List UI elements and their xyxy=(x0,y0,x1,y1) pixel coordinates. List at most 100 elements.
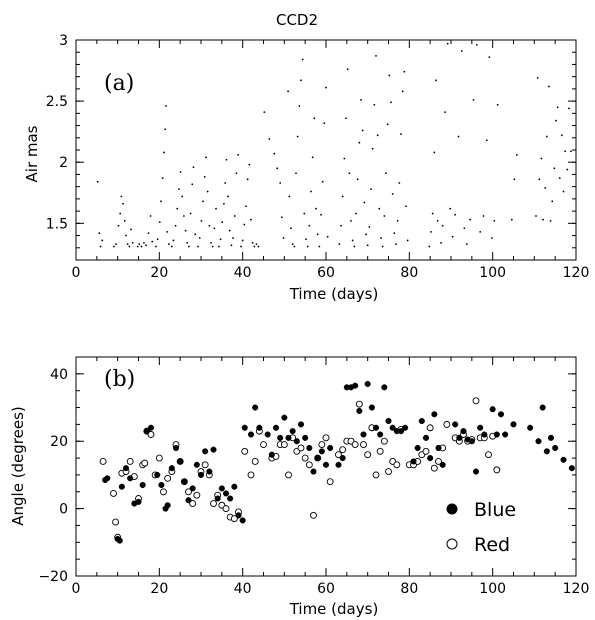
red-point xyxy=(147,431,155,438)
red-point xyxy=(110,490,117,497)
airmass-point xyxy=(340,224,342,227)
airmass-point xyxy=(365,233,367,236)
red-point xyxy=(230,515,238,523)
blue-point xyxy=(272,424,280,431)
airmass-point xyxy=(290,227,292,230)
airmass-point xyxy=(566,168,569,171)
airmass-point xyxy=(395,243,397,246)
airmass-point xyxy=(255,243,258,246)
airmass-point xyxy=(555,119,557,122)
blue-point xyxy=(431,411,438,418)
airmass-point xyxy=(98,232,101,235)
blue-point xyxy=(158,481,165,489)
airmass-point xyxy=(465,243,468,246)
red-point xyxy=(443,420,451,428)
airmass-point xyxy=(343,157,346,160)
airmass-point xyxy=(538,178,541,181)
blue-point xyxy=(154,471,161,478)
airmass-point xyxy=(360,98,362,101)
airmass-point xyxy=(192,166,195,169)
airmass-point xyxy=(446,42,449,45)
airmass-point xyxy=(197,245,199,248)
airmass-point xyxy=(305,238,307,241)
airmass-point xyxy=(280,216,283,219)
blue-point xyxy=(310,468,317,475)
airmass-point xyxy=(221,221,224,224)
blue-point xyxy=(327,444,334,452)
panel-b-x-tick-label: 40 xyxy=(234,581,252,597)
airmass-point xyxy=(198,237,201,239)
airmass-point xyxy=(163,151,165,154)
panel-a-x-tick-label: 100 xyxy=(479,265,506,281)
airmass-point xyxy=(300,79,302,82)
blue-point xyxy=(456,434,463,441)
blue-point xyxy=(104,475,111,482)
airmass-point xyxy=(428,245,431,248)
airmass-point xyxy=(370,188,372,191)
airmass-point xyxy=(341,195,344,198)
blue-point xyxy=(268,451,275,458)
airmass-point xyxy=(485,139,488,142)
blue-point xyxy=(560,456,567,463)
airmass-point xyxy=(140,245,143,248)
airmass-point xyxy=(228,229,231,232)
airmass-point xyxy=(295,172,297,175)
airmass-point xyxy=(223,202,225,205)
blue-point xyxy=(381,384,388,391)
airmass-point xyxy=(224,182,227,184)
airmass-point xyxy=(122,202,124,205)
panel-b-x-tick-label: 20 xyxy=(150,581,168,597)
panel-a-x-tick-label: 20 xyxy=(150,265,168,281)
airmass-point xyxy=(558,177,561,180)
airmass-point xyxy=(393,232,396,235)
airmass-point xyxy=(553,167,556,170)
red-point xyxy=(285,471,292,479)
airmass-point xyxy=(371,147,374,150)
airmass-point xyxy=(496,103,499,106)
blue-point xyxy=(477,424,484,431)
blue-point xyxy=(285,434,292,441)
airmass-point xyxy=(233,215,236,217)
airmass-point xyxy=(208,224,211,227)
airmass-point xyxy=(475,43,478,46)
airmass-point xyxy=(313,117,316,120)
blue-point xyxy=(206,468,213,475)
red-point xyxy=(435,457,442,465)
airmass-point xyxy=(161,177,164,180)
airmass-point xyxy=(210,241,212,244)
panel-a-data-points xyxy=(96,42,572,248)
airmass-point xyxy=(186,241,189,244)
airmass-point xyxy=(156,238,159,241)
blue-point xyxy=(297,421,305,428)
blue-point xyxy=(116,537,123,544)
airmass-point xyxy=(257,245,260,248)
airmass-point xyxy=(310,190,312,193)
airmass-point xyxy=(396,219,399,222)
red-point xyxy=(485,451,492,459)
airmass-point xyxy=(211,245,214,248)
airmass-point xyxy=(126,243,129,246)
red-point xyxy=(360,441,367,449)
airmass-point xyxy=(194,233,197,236)
airmass-point xyxy=(149,215,152,217)
legend: Blue Red xyxy=(446,499,516,556)
blue-point xyxy=(547,434,555,441)
airmass-point xyxy=(232,237,234,239)
airmass-point xyxy=(130,228,132,231)
legend-blue-marker xyxy=(446,503,458,515)
blue-point xyxy=(143,428,150,435)
panel-b-data-points xyxy=(99,380,575,544)
red-point xyxy=(297,444,305,452)
panel-b-y-tick-label: −20 xyxy=(38,569,68,585)
blue-point xyxy=(539,404,546,411)
red-point xyxy=(201,461,209,469)
legend-red-marker xyxy=(446,538,458,550)
airmass-point xyxy=(440,241,442,244)
airmass-point xyxy=(385,172,387,175)
blue-point xyxy=(339,455,346,462)
blue-point xyxy=(410,458,417,465)
panel-b-y-tick-label: 0 xyxy=(59,502,68,518)
airmass-point xyxy=(351,239,354,242)
airmass-point xyxy=(123,219,126,222)
